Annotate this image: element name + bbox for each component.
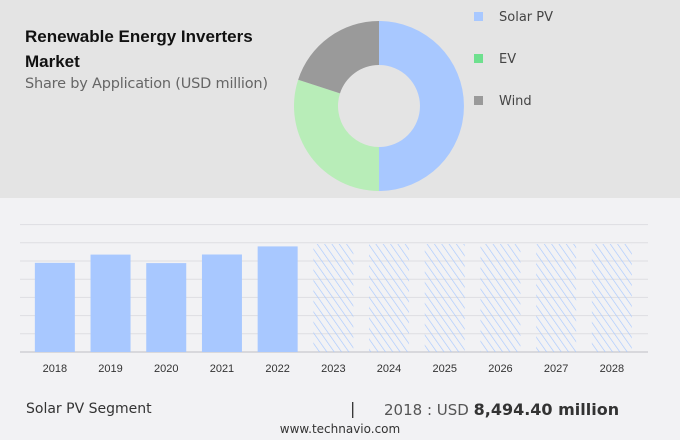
legend-swatch: [474, 12, 483, 21]
forecast-bar-2028: [591, 244, 632, 352]
value-amount: 8,494.40 million: [473, 400, 620, 419]
x-tick-label: 2018: [43, 363, 67, 375]
chart-title: Renewable Energy Inverters Market: [25, 27, 253, 71]
chart-subtitle: Share by Application (USD million): [25, 76, 268, 92]
bar-2020: [146, 263, 187, 352]
forecast-bar-2026: [480, 244, 521, 352]
separator: |: [350, 399, 356, 418]
bar-2019: [90, 254, 131, 352]
legend-label: EV: [499, 52, 517, 67]
donut-chart: [294, 21, 464, 191]
bar-2018: [34, 262, 75, 352]
x-tick-label: 2025: [433, 363, 457, 375]
x-tick-label: 2026: [488, 363, 512, 375]
legend-item-wind: Wind: [474, 94, 532, 109]
donut-slice-solar-pv: [379, 21, 464, 191]
bar-2021: [201, 254, 242, 352]
legend-item-ev: EV: [474, 52, 516, 67]
forecast-bar-2027: [536, 244, 577, 352]
segment-label: Solar PV Segment: [26, 401, 152, 417]
donut-slice-wind: [298, 21, 379, 94]
segment-value: 2018 : USD 8,494.40 million: [384, 400, 619, 419]
x-tick-label: 2021: [210, 363, 234, 375]
forecast-bar-2025: [424, 244, 465, 352]
legend-swatch: [474, 96, 483, 105]
x-tick-label: 2028: [600, 363, 624, 375]
website-link[interactable]: www.technavio.com: [279, 422, 401, 436]
legend-label: Solar PV: [499, 10, 553, 25]
legend-label: Wind: [499, 94, 532, 109]
x-tick-label: 2019: [98, 363, 122, 375]
bar-chart: 2018 2019 2020 2021 2022 2023 2024 2025 2026 2027…: [20, 224, 648, 375]
x-tick-label: 2027: [544, 363, 568, 375]
legend-swatch: [474, 54, 483, 63]
value-prefix: 2018 : USD: [384, 401, 469, 419]
x-tick-label: 2024: [377, 363, 401, 375]
donut-slice-ev: [294, 79, 379, 191]
forecast-bar-2024: [369, 244, 410, 352]
x-tick-label: 2023: [321, 363, 345, 375]
bar-2022: [257, 246, 298, 352]
forecast-bar-2023: [313, 244, 354, 352]
x-tick-label: 2022: [265, 363, 289, 375]
x-tick-label: 2020: [154, 363, 178, 375]
legend-item-solar-pv: Solar PV: [474, 10, 553, 25]
